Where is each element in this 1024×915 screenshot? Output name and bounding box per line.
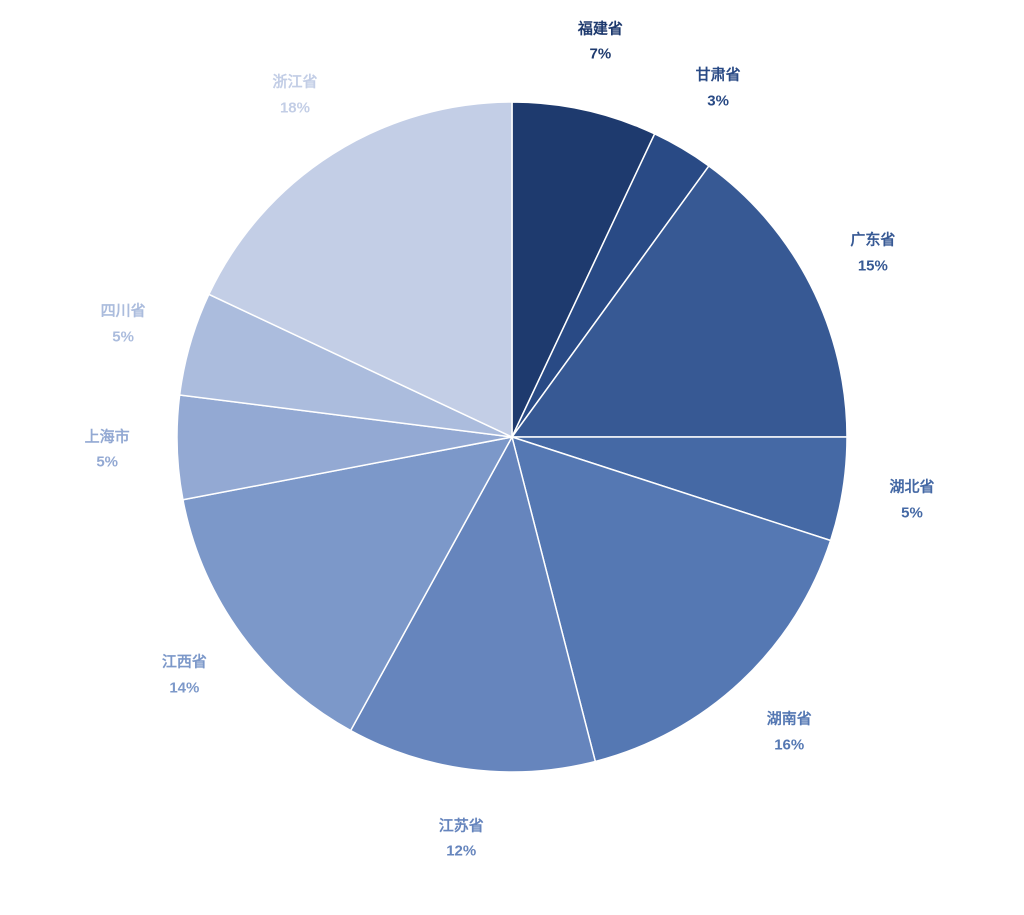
pie-chart-svg [0, 0, 1024, 915]
pie-chart-container: 福建省7%甘肃省3%广东省15%湖北省5%湖南省16%江苏省12%江西省14%上… [0, 0, 1024, 915]
